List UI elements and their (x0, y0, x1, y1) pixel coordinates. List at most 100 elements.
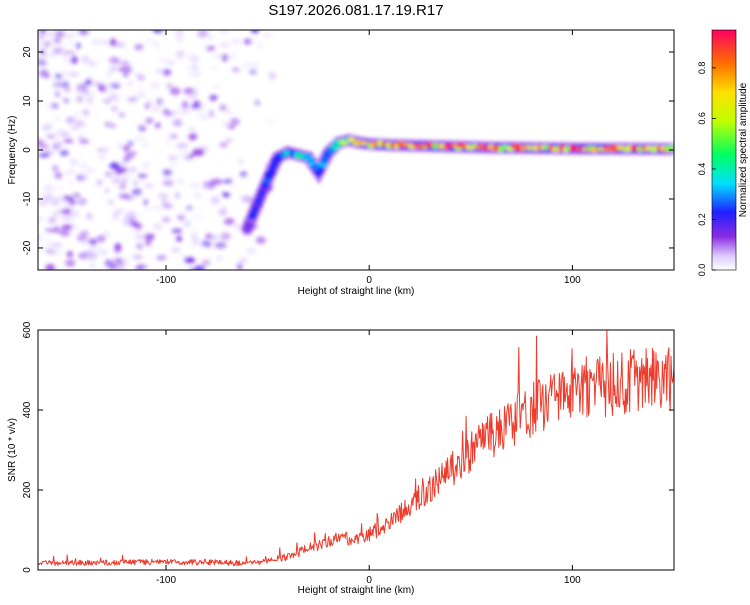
heatmap-noise-blob (133, 88, 140, 95)
heatmap-noise-blob (195, 244, 203, 253)
heatmap-noise-blob (251, 102, 258, 110)
heatmap-noise-blob (45, 52, 56, 58)
heatmap-noise-blob (127, 140, 134, 147)
heatmap-noise-blob (179, 198, 186, 204)
heatmap-noise-blob (38, 118, 44, 126)
heatmap-noise-blob (82, 239, 88, 248)
colorbar-tick-label: 0.2 (697, 213, 707, 226)
heatmap-noise-blob (98, 153, 105, 158)
heatmap-noise-blob (114, 42, 126, 48)
heatmap-noise-blob (109, 38, 117, 47)
heatmap-noise-blob (59, 107, 70, 116)
heatmap-noise-blob (41, 93, 47, 99)
heatmap-noise-blob (41, 219, 50, 224)
heatmap-noise-blob (221, 54, 229, 62)
snr-plot-area (38, 330, 674, 570)
heatmap-noise-blob (218, 153, 226, 160)
heatmap-noise-blob (69, 72, 79, 77)
heatmap-noise-blob (136, 234, 145, 239)
heatmap-ridge-blob (304, 156, 314, 162)
heatmap-noise-blob (191, 63, 199, 72)
heatmap-noise-blob (179, 254, 188, 259)
heatmap-noise-blob (187, 92, 198, 100)
heatmap-noise-blob (97, 248, 109, 257)
heatmap-noise-blob (196, 214, 203, 221)
heatmap-noise-blob (153, 205, 161, 211)
heatmap-noise-blob (249, 68, 258, 75)
heatmap-ridge-blob (312, 165, 319, 171)
heatmap-noise-blob (225, 103, 238, 112)
heatmap-noise-blob (97, 235, 106, 243)
heatmap-noise-blob (211, 204, 221, 209)
heatmap-noise-blob (169, 87, 181, 95)
heatmap-noise-blob (218, 30, 230, 35)
heatmap-noise-blob (162, 168, 173, 177)
heatmap-noise-blob (149, 81, 160, 90)
heatmap-y-tick-label: 10 (22, 95, 33, 107)
heatmap-noise-blob (185, 264, 193, 270)
heatmap-noise-blob (121, 257, 131, 265)
heatmap-noise-blob (145, 184, 154, 188)
heatmap-noise-blob (43, 184, 54, 192)
heatmap-noise-blob (45, 264, 55, 270)
heatmap-noise-blob (109, 162, 121, 170)
heatmap-noise-blob (60, 70, 72, 78)
heatmap-x-tick-label: 0 (366, 275, 372, 286)
heatmap-noise-blob (105, 101, 111, 108)
heatmap-noise-blob (136, 264, 144, 270)
heatmap-noise-blob (88, 104, 101, 109)
heatmap-noise-blob (102, 230, 111, 238)
heatmap-noise-blob (257, 43, 264, 49)
heatmap-noise-blob (161, 218, 171, 222)
heatmap-noise-blob (212, 53, 224, 59)
heatmap-noise-blob (205, 45, 216, 51)
heatmap-noise-blob (61, 208, 72, 215)
heatmap-noise-blob (160, 123, 173, 130)
heatmap-noise-blob (188, 55, 200, 63)
heatmap-noise-blob (87, 56, 97, 62)
heatmap-noise-blob (102, 39, 108, 47)
heatmap-noise-blob (219, 163, 226, 169)
heatmap-noise-blob (44, 228, 57, 233)
heatmap-noise-blob (137, 174, 148, 178)
heatmap-noise-blob (76, 234, 87, 242)
heatmap-noise-blob (177, 179, 184, 184)
heatmap-noise-blob (89, 244, 101, 252)
heatmap-noise-blob (223, 218, 235, 225)
heatmap-noise-blob (63, 98, 70, 104)
heatmap-noise-blob (245, 248, 256, 254)
heatmap-noise-blob (44, 105, 54, 113)
heatmap-noise-blob (153, 40, 160, 48)
heatmap-noise-blob (108, 96, 119, 101)
heatmap-noise-blob (59, 42, 69, 49)
heatmap-noise-blob (132, 254, 143, 260)
heatmap-noise-blob (137, 85, 143, 90)
heatmap-noise-blob (144, 102, 150, 110)
heatmap-noise-blob (58, 246, 67, 251)
heatmap-noise-blob (64, 86, 71, 93)
heatmap-noise-blob (128, 38, 141, 45)
heatmap-noise-blob (70, 228, 79, 235)
heatmap-noise-blob (38, 153, 50, 158)
heatmap-noise-blob (159, 57, 171, 65)
heatmap-ridge-blob (270, 165, 276, 171)
heatmap-noise-blob (79, 173, 90, 180)
heatmap-noise-blob (137, 74, 145, 82)
heatmap-noise-blob (38, 207, 50, 215)
heatmap-noise-blob (73, 192, 81, 198)
heatmap-noise-blob (176, 142, 189, 149)
heatmap-noise-blob (189, 71, 198, 79)
heatmap-noise-blob (231, 68, 240, 72)
snr-y-tick-label: 600 (22, 321, 33, 338)
heatmap-noise-blob (102, 83, 112, 90)
heatmap-noise-blob (82, 108, 89, 117)
heatmap-noise-blob (97, 56, 107, 62)
heatmap-noise-blob (226, 172, 232, 181)
heatmap-noise-blob (223, 179, 233, 184)
heatmap-noise-blob (123, 193, 130, 199)
heatmap-noise-blob (85, 80, 92, 86)
heatmap-noise-blob (148, 70, 160, 76)
heatmap-noise-blob (88, 171, 101, 176)
heatmap-noise-blob (54, 30, 65, 38)
